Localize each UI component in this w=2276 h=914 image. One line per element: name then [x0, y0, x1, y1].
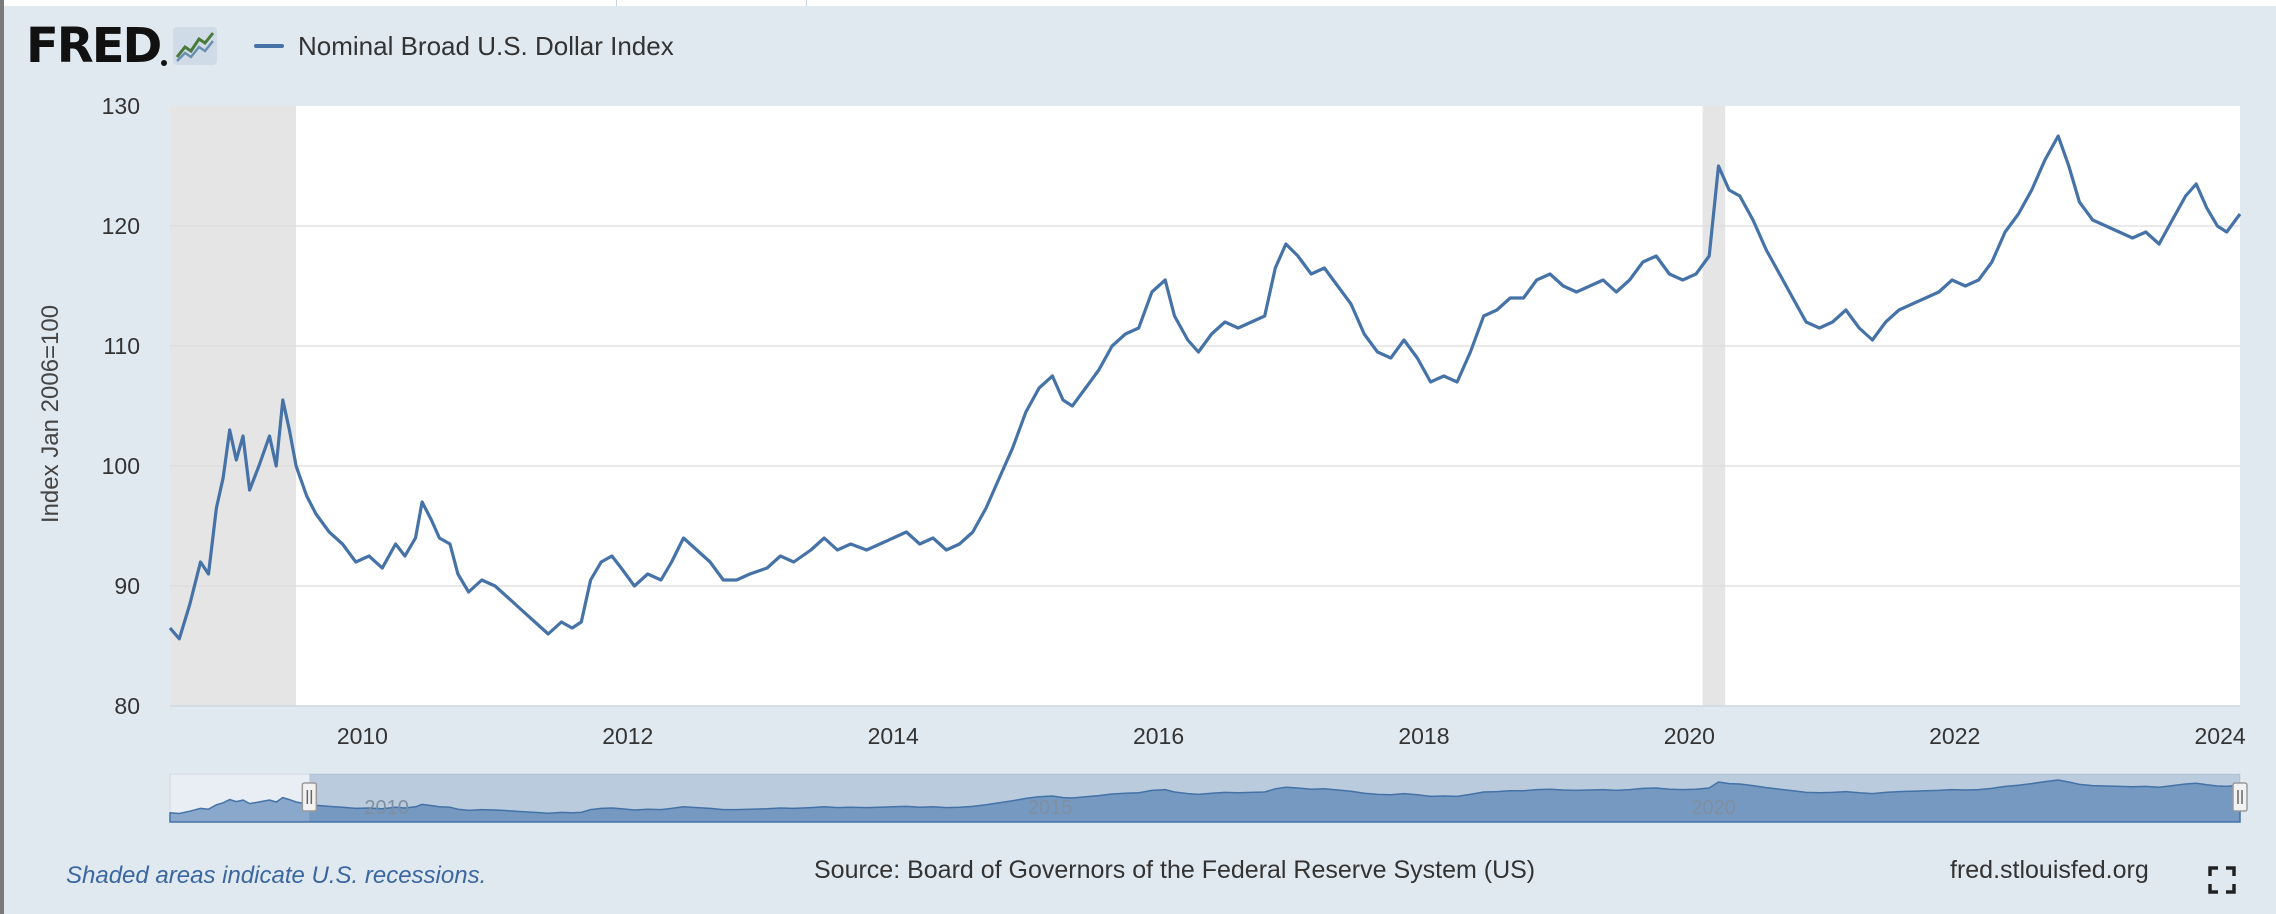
y-tick-label: 130 — [102, 93, 140, 119]
logo-text: FRED — [26, 18, 162, 74]
y-tick-label: 100 — [102, 453, 140, 479]
top-divider — [806, 0, 807, 6]
y-tick-label: 80 — [114, 693, 140, 719]
y-tick-label: 120 — [102, 213, 140, 239]
series-line — [168, 134, 2242, 641]
x-tick-label: 2020 — [1664, 723, 1715, 749]
window-border — [0, 0, 4, 914]
x-tick-label: 2014 — [868, 723, 919, 749]
x-tick-label: 2010 — [337, 723, 388, 749]
top-strip — [4, 0, 2276, 6]
navigator-handle[interactable] — [2232, 782, 2248, 812]
y-tick-label: 90 — [114, 573, 140, 599]
site-link[interactable]: fred.stlouisfed.org — [1950, 856, 2149, 884]
x-tick-label: 2016 — [1133, 723, 1184, 749]
recession-note: Shaded areas indicate U.S. recessions. — [66, 862, 487, 889]
navigator-series — [169, 779, 2241, 823]
plot-area — [170, 106, 2240, 706]
logo-dot — [161, 60, 168, 66]
legend[interactable]: Nominal Broad U.S. Dollar Index — [254, 28, 674, 64]
x-tick-label: 2022 — [1929, 723, 1980, 749]
fred-graph-icon — [173, 27, 218, 65]
x-tick-label: 2024 — [2195, 723, 2246, 749]
y-tick-label: 110 — [103, 333, 140, 359]
legend-swatch — [254, 44, 284, 48]
x-tick-label: 2012 — [602, 723, 653, 749]
source-text: Source: Board of Governors of the Federa… — [814, 856, 1536, 884]
navigator-label: 2015 — [1028, 797, 1073, 819]
navigator-selection — [309, 774, 2241, 822]
fullscreen-icon[interactable] — [2208, 866, 2236, 894]
top-divider — [616, 0, 617, 6]
x-tick-label: 2018 — [1398, 723, 1449, 749]
y-axis-label: Index Jan 2006=100 — [37, 305, 64, 523]
navigator-label: 2010 — [364, 797, 409, 819]
recession-band — [170, 106, 297, 706]
navigator-handle[interactable] — [301, 782, 318, 812]
legend-label: Nominal Broad U.S. Dollar Index — [298, 30, 674, 61]
navigator-label: 2020 — [1691, 797, 1736, 819]
fred-logo[interactable]: FRED — [26, 18, 218, 74]
